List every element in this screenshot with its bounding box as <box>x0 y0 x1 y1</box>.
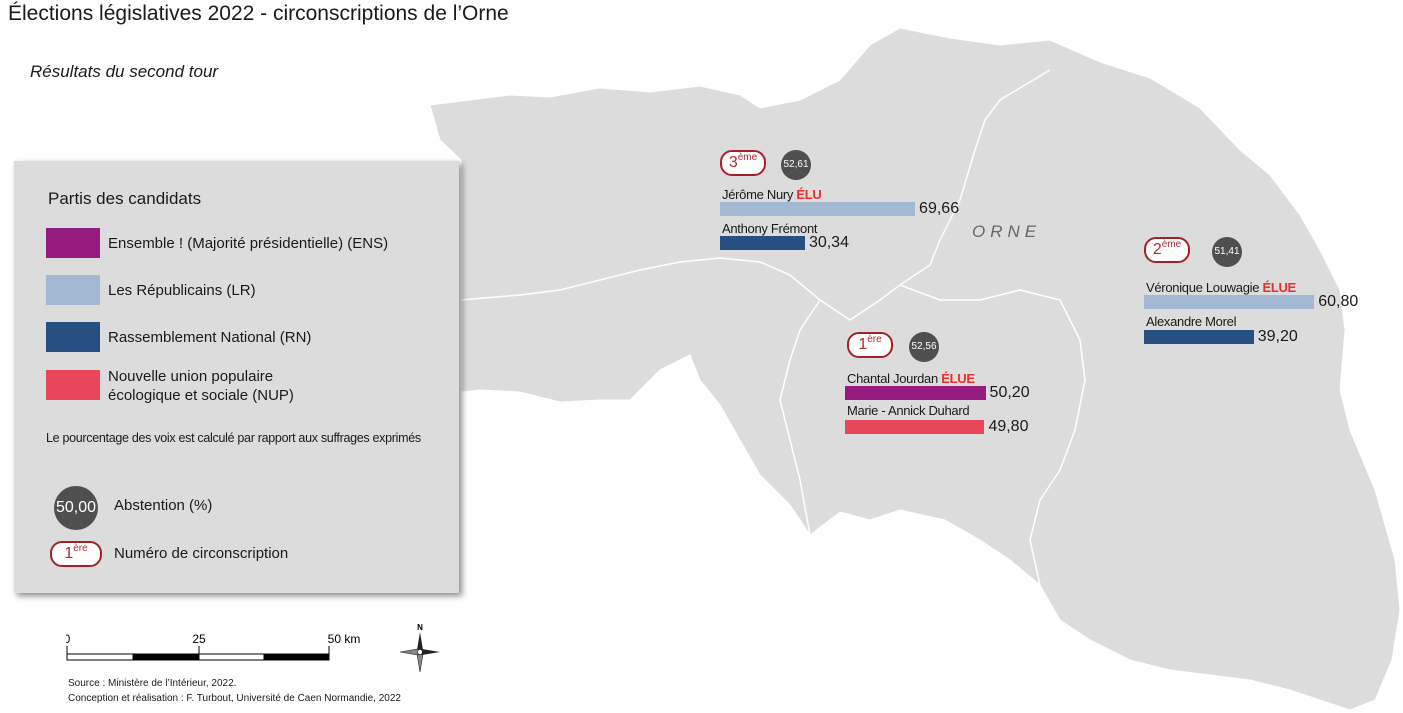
result-percentage: 39,20 <box>1257 328 1298 345</box>
scale-segment <box>66 653 134 661</box>
legend-swatch-ens <box>46 228 100 258</box>
legend-label-rn: Rassemblement National (RN) <box>108 329 312 346</box>
scale-label-50: 50 km <box>328 632 361 646</box>
candidate-name: Marie - Annick Duhard <box>847 403 970 418</box>
legend-title: Partis des candidats <box>48 189 202 208</box>
region-label: ORNE <box>972 222 1042 241</box>
result-bar <box>720 236 805 250</box>
legend-circonscription-label: Numéro de circonscription <box>114 545 289 562</box>
result-bar <box>845 420 985 434</box>
candidate-name: Anthony Frémont <box>722 221 818 236</box>
result-bar <box>1144 330 1254 344</box>
abstention-circle: 52,56 <box>909 332 939 362</box>
circonscription-number-badge: 2ème <box>1144 237 1190 263</box>
map-subtitle: Résultats du second tour <box>30 62 219 81</box>
scale-segment <box>198 653 265 661</box>
scale-bar: 0 25 50 km <box>66 632 361 661</box>
circonscription-boundaries <box>460 69 1086 586</box>
abstention-circle: 51,41 <box>1212 237 1242 267</box>
result-percentage: 30,34 <box>808 234 849 251</box>
scale-label-0: 0 <box>66 632 71 646</box>
legend-abstention-label: Abstention (%) <box>114 497 213 514</box>
result-percentage: 49,80 <box>988 418 1029 435</box>
result-bar <box>845 386 986 400</box>
candidate-name: Véronique Louwagie ÉLUE <box>1146 280 1296 295</box>
legend-label-lr: Les Républicains (LR) <box>108 282 256 299</box>
compass-north-label: N <box>417 623 423 632</box>
map-title: Élections législatives 2022 - circonscri… <box>8 2 509 25</box>
result-bar <box>720 202 916 216</box>
legend-swatch-nup <box>46 370 100 400</box>
candidate-name: Jérôme Nury ÉLU <box>722 187 822 202</box>
credits-line: Conception et réalisation : F. Turbout, … <box>68 693 401 704</box>
result-percentage: 69,66 <box>919 200 960 217</box>
legend-circonscription-badge: 1ère <box>50 541 102 567</box>
legend-swatch-lr <box>46 275 100 305</box>
scale-label-25: 25 <box>192 632 206 646</box>
orne-department-shape <box>429 27 1401 711</box>
candidate-name: Alexandre Morel <box>1146 314 1237 329</box>
scale-segment <box>263 653 330 661</box>
legend-swatch-rn <box>46 322 100 352</box>
candidate-name: Chantal Jourdan ÉLUE <box>847 371 975 386</box>
legend-note: Le pourcentage des voix est calculé par … <box>46 431 421 445</box>
abstention-circle: 52,61 <box>781 150 811 180</box>
legend-label-nup: Nouvelle union populaire écologique et s… <box>108 368 294 404</box>
legend-abstention-circle: 50,00 <box>54 486 98 530</box>
result-bar <box>1144 295 1315 309</box>
compass-rose-icon: N <box>399 623 440 672</box>
scale-segment <box>132 653 200 661</box>
result-percentage: 50,20 <box>989 384 1030 401</box>
result-percentage: 60,80 <box>1318 293 1359 310</box>
legend-panel: Partis des candidats Ensemble ! (Majorit… <box>14 161 459 593</box>
legend-label-ens: Ensemble ! (Majorité présidentielle) (EN… <box>108 235 389 252</box>
source-line: Source : Ministère de l’Intérieur, 2022. <box>68 678 237 689</box>
circonscription-number-badge: 3ème <box>720 150 766 176</box>
circonscription-number-badge: 1ère <box>847 332 893 358</box>
